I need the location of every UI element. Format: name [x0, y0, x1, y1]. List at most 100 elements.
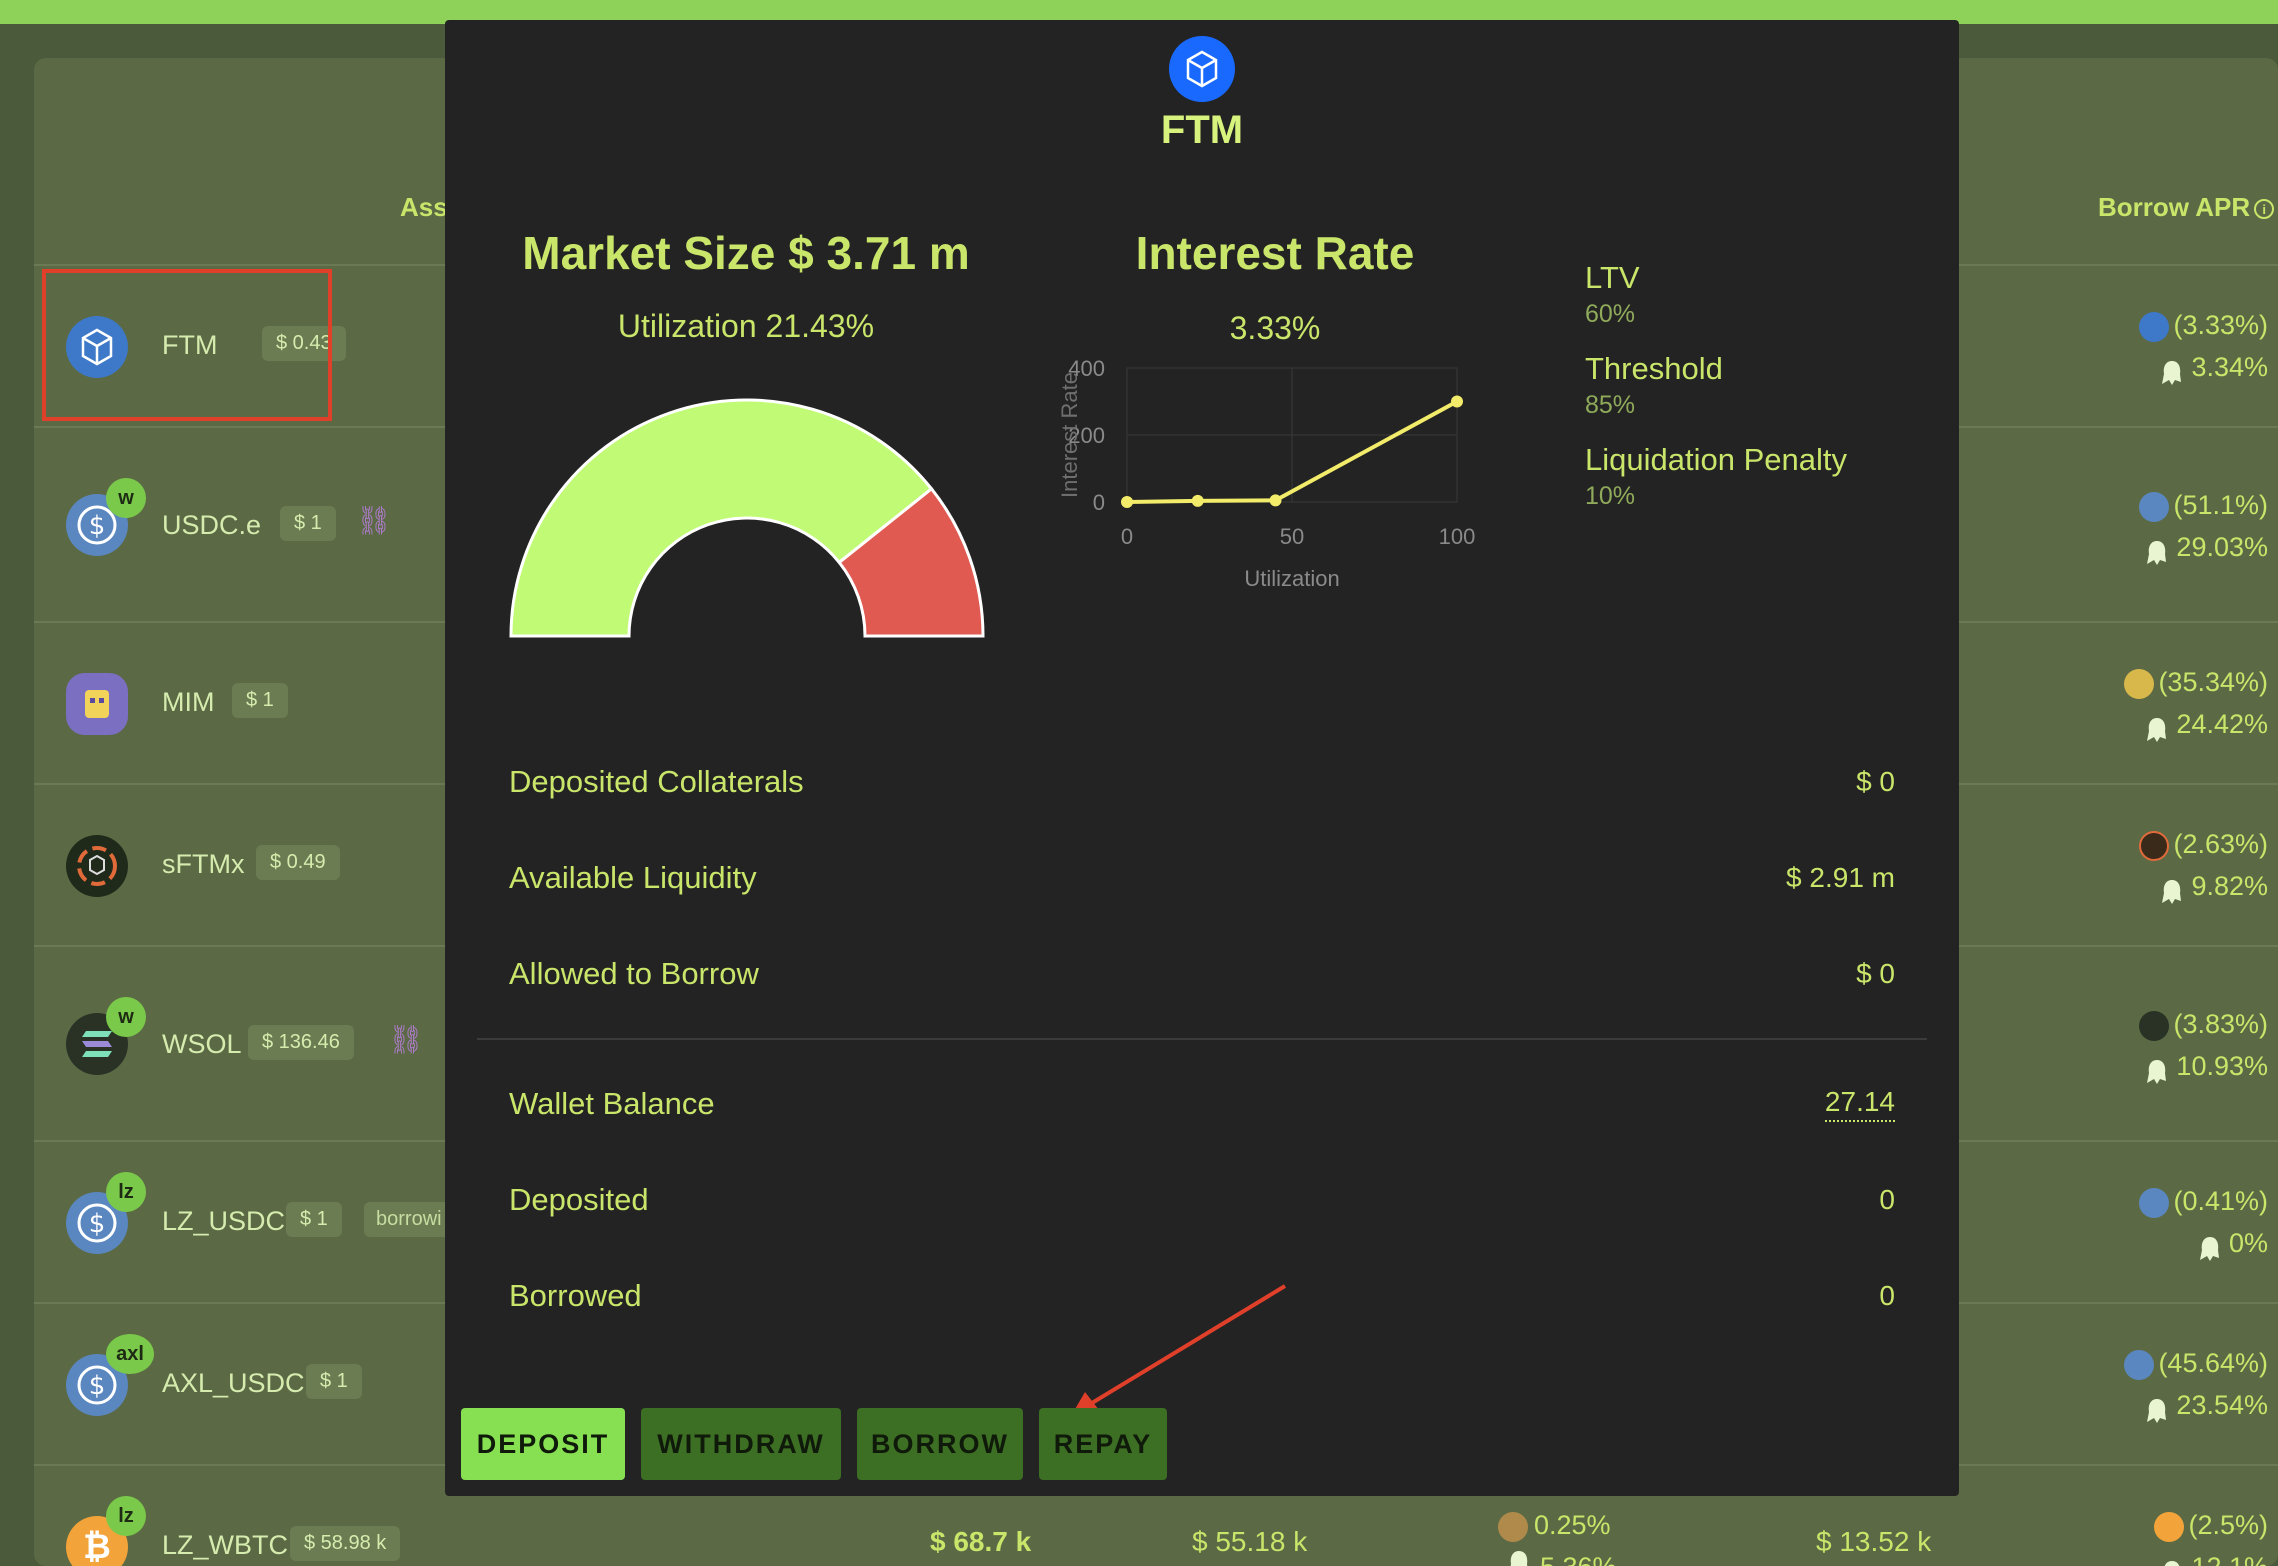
apr-top: (51.1%) — [2173, 490, 2268, 520]
risk-parameters: LTV 60% Threshold 85% Liquidation Penalt… — [1585, 260, 1847, 533]
usdc-mini-icon — [2124, 1349, 2155, 1380]
apr-top: (3.83%) — [2173, 1009, 2268, 1039]
token-name: MIM — [162, 687, 215, 717]
token-price: $ 1 — [280, 506, 336, 541]
row-value: 0 — [1879, 1280, 1895, 1311]
row-value: $ 0 — [1856, 958, 1895, 989]
borrowed-row: Borrowed 0 — [509, 1266, 1895, 1326]
market-size-title: Market Size $ 3.71 m — [522, 227, 970, 279]
apr-bottom: 24.42% — [2176, 709, 2268, 739]
ghost-icon — [2161, 875, 2183, 904]
apr-bottom: 12.1% — [2191, 1552, 2268, 1566]
row-label: Deposited Collaterals — [509, 764, 804, 799]
wallet-balance-value[interactable]: 27.14 — [1824, 1086, 1895, 1122]
repay-button[interactable]: REPAY — [1039, 1408, 1167, 1480]
ghost-icon — [2161, 356, 2183, 385]
annotation-arrow — [1071, 1284, 1287, 1416]
mim-mini-icon — [2124, 668, 2155, 699]
apr-top: (2.5%) — [2188, 1510, 2268, 1540]
axelar-badge: axl — [106, 1334, 154, 1374]
wrapped-badge: w — [106, 478, 146, 518]
token-price: $ 58.98 k — [290, 1526, 401, 1561]
table-row[interactable]: $ lz LZ_USDC $ 1 borrowi (0.41%) 0% — [34, 1140, 2278, 1302]
sftmx-token-icon — [66, 835, 128, 897]
deposited-row: Deposited 0 — [509, 1170, 1895, 1230]
apr-bottom: 10.93% — [2176, 1051, 2268, 1081]
borrow-button[interactable]: BORROW — [857, 1408, 1023, 1480]
apr-bottom: 3.34% — [2191, 352, 2268, 382]
bridge-icon: ⛓ — [388, 1024, 424, 1055]
deposit-apr-top: 0.25% — [1534, 1510, 1611, 1540]
ghost-icon — [1508, 1546, 1530, 1566]
ghost-icon — [2146, 713, 2168, 742]
utilization-gauge — [509, 398, 985, 638]
row-label: Deposited — [509, 1182, 649, 1217]
row-label: Wallet Balance — [509, 1086, 715, 1121]
y-tick-label: 200 — [1068, 423, 1105, 448]
svg-text:$: $ — [89, 1209, 106, 1239]
ghost-icon — [2199, 1232, 2221, 1261]
layerzero-badge: lz — [106, 1172, 146, 1212]
deposit-apr-bottom: 5.36% — [1540, 1552, 1617, 1566]
x-tick-label: 0 — [1121, 524, 1133, 549]
annotation-highlight-box — [42, 269, 332, 421]
token-price: $ 1 — [286, 1202, 342, 1237]
interest-rate-title: Interest Rate — [1135, 227, 1415, 279]
data-point — [1191, 494, 1204, 507]
borrowing-tag: borrowi — [364, 1202, 454, 1237]
btc-mini-icon — [2154, 1511, 2185, 1542]
deposit-button[interactable]: DEPOSIT — [461, 1408, 625, 1480]
usdc-mini-icon — [2139, 1187, 2170, 1218]
market-size-cell: $ 68.7 k — [930, 1526, 1032, 1557]
svg-text:$: $ — [89, 511, 106, 541]
token-name: FTM — [162, 330, 218, 360]
deposit-apr-cell: 0.25% 5.36% — [1498, 1504, 1617, 1566]
column-header-borrow-apr[interactable]: Borrow APR i — [2098, 192, 2278, 223]
ghost-icon — [2161, 1556, 2183, 1566]
row-value: $ 2.91 m — [1786, 862, 1895, 893]
ftm-mini-icon — [2139, 311, 2170, 342]
data-point — [1451, 395, 1463, 408]
liquidation-penalty-label: Liquidation Penalty — [1585, 442, 1847, 477]
borrow-apr-cell: (3.83%) 10.93% — [2139, 1003, 2268, 1087]
wallet-balance-row: Wallet Balance 27.14 — [509, 1074, 1895, 1134]
bridge-icon: ⛓ — [356, 505, 392, 536]
utilization-label: Utilization 21.43% — [617, 308, 875, 344]
available-liquidity-row: Available Liquidity $ 2.91 m — [509, 848, 1895, 908]
action-buttons: DEPOSIT WITHDRAW BORROW REPAY — [461, 1408, 1167, 1480]
info-icon[interactable]: i — [2254, 199, 2275, 220]
divider — [477, 1038, 1927, 1040]
column-header-asset[interactable]: Ass — [400, 192, 448, 222]
withdraw-button[interactable]: WITHDRAW — [641, 1408, 841, 1480]
ltv-value: 60% — [1585, 300, 1636, 328]
btc-mini-icon — [1498, 1511, 1528, 1542]
data-point — [1121, 496, 1133, 508]
borrow-apr-label: Borrow APR — [2098, 192, 2251, 222]
apr-top: (2.63%) — [2173, 829, 2268, 859]
borrowed-cell: $ 13.52 k — [1816, 1526, 1932, 1557]
liquidation-penalty-value: 10% — [1585, 482, 1636, 510]
borrow-apr-cell: (2.63%) 9.82% — [2139, 823, 2268, 907]
token-price: $ 1 — [306, 1364, 362, 1399]
interest-rate-value: 3.33% — [1229, 310, 1321, 346]
row-label: Available Liquidity — [509, 860, 757, 895]
borrow-apr-cell: (0.41%) 0% — [2139, 1180, 2268, 1264]
usdc-token-icon: $ — [66, 1354, 128, 1416]
ltv-label: LTV — [1585, 260, 1640, 295]
threshold-value: 85% — [1585, 391, 1636, 419]
token-name: USDC.e — [162, 510, 262, 540]
svg-text:$: $ — [89, 1371, 106, 1401]
threshold-label: Threshold — [1585, 351, 1723, 386]
token-name: LZ_WBTC — [162, 1530, 289, 1560]
borrow-apr-cell: (35.34%) 24.42% — [2124, 661, 2268, 745]
sol-mini-icon — [2139, 1010, 2170, 1041]
liquidity-cell: $ 55.18 k — [1192, 1526, 1308, 1557]
apr-bottom: 0% — [2228, 1228, 2268, 1258]
borrow-apr-cell: (45.64%) 23.54% — [2124, 1342, 2268, 1426]
token-price: $ 0.49 — [256, 845, 340, 880]
mim-token-icon — [66, 673, 128, 735]
asset-detail-modal: FTM Market Size $ 3.71 m Utilization 21.… — [445, 20, 1959, 1496]
apr-top: (3.33%) — [2173, 310, 2268, 340]
ghost-icon — [2146, 1394, 2168, 1423]
usdc-mini-icon — [2139, 491, 2170, 522]
